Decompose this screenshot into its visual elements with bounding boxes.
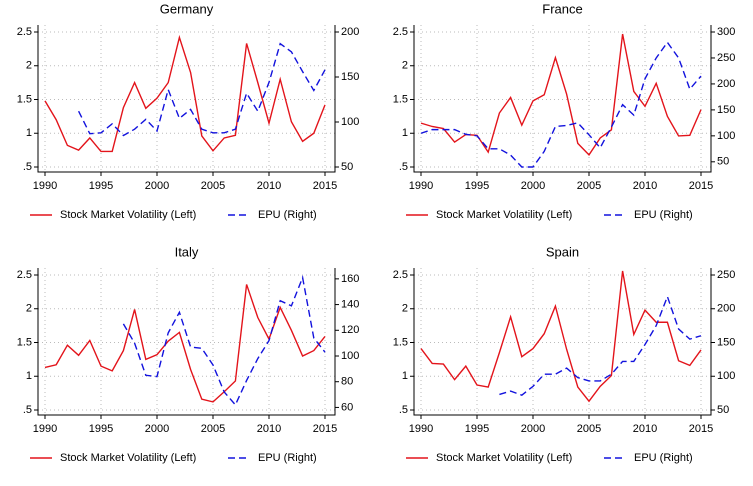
series-line bbox=[499, 294, 702, 396]
y2-tick-label: 150 bbox=[717, 104, 735, 116]
y2-tick-label: 120 bbox=[341, 324, 359, 336]
x-tick-label: 2000 bbox=[521, 180, 545, 192]
y-tick-label: 1.5 bbox=[17, 336, 32, 348]
y2-tick-label: 100 bbox=[717, 130, 735, 142]
x-tick-label: 2015 bbox=[689, 180, 713, 192]
x-tick-label: 1990 bbox=[33, 180, 57, 192]
x-tick-label: 2000 bbox=[145, 180, 169, 192]
y-tick-label: .5 bbox=[23, 404, 32, 416]
y2-tick-label: 50 bbox=[717, 404, 729, 416]
x-tick-label: 2010 bbox=[257, 180, 281, 192]
y-tick-label: 1 bbox=[26, 370, 32, 382]
x-tick-label: 2000 bbox=[521, 423, 545, 435]
x-tick-label: 2015 bbox=[313, 180, 337, 192]
y2-tick-label: 200 bbox=[341, 26, 359, 38]
x-tick-label: 1990 bbox=[409, 423, 433, 435]
series-line bbox=[420, 33, 702, 156]
series-line bbox=[420, 270, 702, 403]
y2-tick-label: 160 bbox=[341, 273, 359, 285]
y2-tick-label: 140 bbox=[341, 298, 359, 310]
x-tick-label: 2005 bbox=[201, 423, 225, 435]
y2-tick-label: 150 bbox=[717, 336, 735, 348]
x-tick-label: 2005 bbox=[577, 180, 601, 192]
y-tick-label: 2.5 bbox=[17, 269, 32, 281]
y2-tick-label: 100 bbox=[341, 116, 359, 128]
y-tick-label: 2.5 bbox=[393, 269, 408, 281]
series-line bbox=[44, 284, 326, 403]
y-tick-label: .5 bbox=[23, 161, 32, 173]
x-tick-label: 2000 bbox=[145, 423, 169, 435]
y-tick-label: .5 bbox=[399, 404, 408, 416]
x-tick-label: 2015 bbox=[313, 423, 337, 435]
x-tick-label: 1995 bbox=[465, 423, 489, 435]
legend-label: Stock Market Volatility (Left) bbox=[60, 452, 196, 464]
y2-tick-label: 80 bbox=[341, 376, 353, 388]
y2-tick-label: 250 bbox=[717, 269, 735, 281]
y2-tick-label: 50 bbox=[341, 161, 353, 173]
y2-tick-label: 200 bbox=[717, 303, 735, 315]
y-tick-label: 1 bbox=[402, 127, 408, 139]
y2-tick-label: 50 bbox=[717, 156, 729, 168]
series-line bbox=[122, 275, 326, 407]
x-tick-label: 1995 bbox=[465, 180, 489, 192]
x-tick-label: 1995 bbox=[89, 423, 113, 435]
y2-tick-label: 300 bbox=[717, 26, 735, 38]
y-tick-label: 2 bbox=[26, 60, 32, 72]
axis-frame bbox=[37, 25, 336, 173]
y-tick-label: 1.5 bbox=[393, 336, 408, 348]
x-tick-label: 2010 bbox=[257, 423, 281, 435]
y-tick-label: 2 bbox=[402, 60, 408, 72]
legend-label: EPU (Right) bbox=[634, 209, 693, 221]
y2-tick-label: 100 bbox=[717, 370, 735, 382]
y2-tick-label: 150 bbox=[341, 71, 359, 83]
x-tick-label: 2010 bbox=[633, 180, 657, 192]
y2-tick-label: 100 bbox=[341, 350, 359, 362]
y-tick-label: 1.5 bbox=[393, 93, 408, 105]
y-tick-label: 1 bbox=[26, 127, 32, 139]
legend-label: EPU (Right) bbox=[258, 209, 317, 221]
x-tick-label: 1990 bbox=[33, 423, 57, 435]
y-tick-label: 2 bbox=[26, 303, 32, 315]
chart-title: Spain bbox=[546, 244, 579, 259]
legend-label: EPU (Right) bbox=[634, 452, 693, 464]
series-line bbox=[420, 41, 702, 168]
x-tick-label: 2005 bbox=[577, 423, 601, 435]
y2-tick-label: 250 bbox=[717, 52, 735, 64]
y-tick-label: 2.5 bbox=[393, 26, 408, 38]
y-tick-label: 2.5 bbox=[17, 26, 32, 38]
x-tick-label: 2010 bbox=[633, 423, 657, 435]
y-tick-label: 2 bbox=[402, 303, 408, 315]
chart-title: Germany bbox=[160, 1, 214, 16]
y2-tick-label: 200 bbox=[717, 78, 735, 90]
x-tick-label: 1995 bbox=[89, 180, 113, 192]
legend-label: Stock Market Volatility (Left) bbox=[436, 209, 572, 221]
axis-frame bbox=[413, 25, 712, 173]
axis-frame bbox=[413, 268, 712, 416]
x-tick-label: 1990 bbox=[409, 180, 433, 192]
chart-title: Italy bbox=[175, 244, 199, 259]
series-line bbox=[44, 34, 326, 153]
x-tick-label: 2015 bbox=[689, 423, 713, 435]
series-line bbox=[77, 42, 326, 137]
y-tick-label: .5 bbox=[399, 161, 408, 173]
y-tick-label: 1.5 bbox=[17, 93, 32, 105]
y-tick-label: 1 bbox=[402, 370, 408, 382]
x-tick-label: 2005 bbox=[201, 180, 225, 192]
legend-label: Stock Market Volatility (Left) bbox=[60, 209, 196, 221]
axis-frame bbox=[37, 268, 336, 416]
y2-tick-label: 60 bbox=[341, 401, 353, 413]
legend-label: Stock Market Volatility (Left) bbox=[436, 452, 572, 464]
chart-title: France bbox=[542, 1, 582, 16]
legend-label: EPU (Right) bbox=[258, 452, 317, 464]
